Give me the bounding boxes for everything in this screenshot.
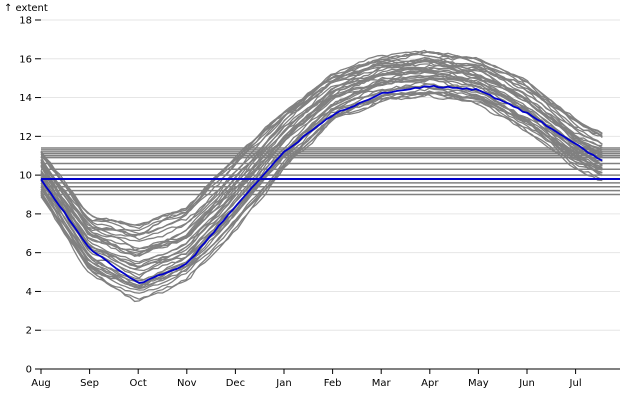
y-tick-label: 0 <box>26 365 32 376</box>
x-tick-label: Feb <box>324 378 342 389</box>
y-tick-label: 2 <box>26 326 32 337</box>
highlight-series <box>40 84 620 284</box>
x-tick-label: Sep <box>80 378 99 389</box>
highlight-line <box>40 84 603 284</box>
history-line <box>40 57 603 252</box>
x-tick-label: Apr <box>421 378 439 389</box>
x-tick-label: Jan <box>275 378 291 389</box>
history-line <box>40 70 603 269</box>
y-tick-label: 8 <box>26 209 32 220</box>
y-tick-label: 16 <box>19 54 32 65</box>
x-tick-label: Aug <box>31 378 51 389</box>
y-tick-label: 6 <box>26 248 32 259</box>
x-tick-label: Mar <box>372 378 392 389</box>
y-tick-label: 4 <box>26 287 32 298</box>
history-line <box>40 90 603 291</box>
y-axis: 0 2 4 6 8 10 12 14 16 18 <box>19 16 41 376</box>
history-line <box>40 51 603 226</box>
history-line <box>40 49 603 241</box>
history-series <box>40 49 603 303</box>
y-axis-title: ↑ extent <box>4 3 48 14</box>
y-tick-label: 10 <box>19 171 32 182</box>
history-line <box>40 92 603 294</box>
history-line <box>40 74 603 265</box>
x-tick-label: Jun <box>518 378 535 389</box>
y-tick-label: 12 <box>19 132 32 143</box>
history-line <box>40 52 603 232</box>
x-tick-label: Nov <box>177 378 197 389</box>
x-tick-label: Oct <box>130 378 147 389</box>
x-tick-label: Dec <box>226 378 245 389</box>
x-axis: Aug Sep Oct Nov Dec Jan Feb Mar Apr May Jun Jul <box>31 368 620 389</box>
y-tick-label: 18 <box>19 16 32 27</box>
history-line <box>40 60 603 236</box>
x-tick-label: Jul <box>569 378 582 389</box>
mean-lines <box>41 147 620 196</box>
x-tick-label: May <box>468 378 489 389</box>
y-tick-label: 14 <box>19 93 32 104</box>
